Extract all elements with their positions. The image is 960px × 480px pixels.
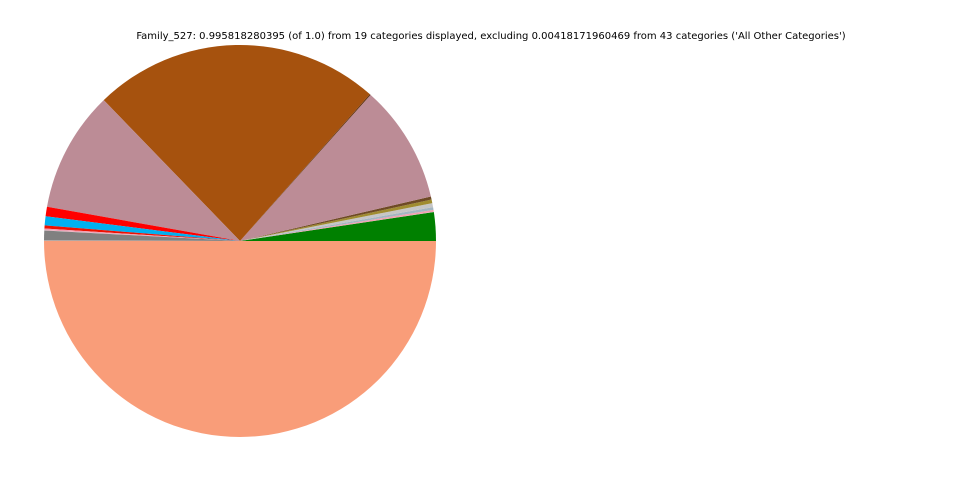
pie-slice: [240, 209, 434, 241]
pie-slices-group: [43, 45, 437, 437]
chart-title: Family_527: 0.995818280395 (of 1.0) from…: [136, 31, 846, 42]
pie-slice: [44, 240, 436, 437]
pie-slice: [240, 94, 371, 241]
pie-slice: [240, 203, 434, 241]
pie-slice: [240, 199, 433, 241]
pie-slice: [44, 230, 240, 241]
pie-slice: [45, 206, 240, 241]
pie-slice: [44, 228, 240, 241]
pie-slice: [44, 225, 241, 241]
pie-slice: [240, 196, 432, 241]
pie-slice: [240, 211, 434, 241]
pie-slice: [47, 100, 241, 241]
pie-slice: [240, 207, 434, 241]
pie-slice: [44, 216, 241, 241]
pie-slice: [103, 45, 370, 242]
pie-slice: [240, 212, 437, 241]
pie-slice: [44, 230, 240, 241]
pie-slice: [240, 94, 431, 241]
